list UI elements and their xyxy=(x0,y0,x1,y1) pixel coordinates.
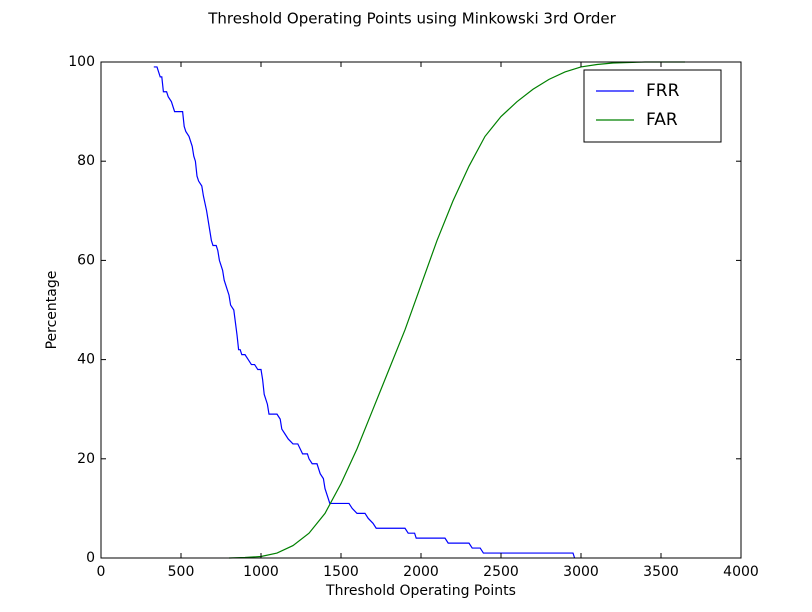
y-axis-label: Percentage xyxy=(44,271,60,350)
x-tick-label: 4000 xyxy=(723,564,759,580)
x-axis-label: Threshold Operating Points xyxy=(325,583,516,599)
x-tick-label: 3500 xyxy=(643,564,679,580)
x-tick-label: 500 xyxy=(168,564,195,580)
y-tick-label: 100 xyxy=(68,54,95,70)
y-tick-label: 80 xyxy=(77,153,95,169)
x-tick-label: 2000 xyxy=(403,564,439,580)
x-tick-label: 2500 xyxy=(483,564,519,580)
x-tick-label: 3000 xyxy=(563,564,599,580)
x-tick-label: 1000 xyxy=(243,564,279,580)
line-series xyxy=(228,61,685,559)
legend-label: FRR xyxy=(646,81,680,101)
y-tick-label: 40 xyxy=(77,352,95,368)
plot-area xyxy=(153,61,685,559)
legend-box xyxy=(583,69,722,143)
chart-title: Threshold Operating Points using Minkows… xyxy=(207,10,616,28)
legend-label: FAR xyxy=(646,110,678,130)
y-tick-label: 20 xyxy=(77,451,95,467)
y-tick-label: 60 xyxy=(77,252,95,268)
x-tick-label: 1500 xyxy=(323,564,359,580)
x-tick-label: 0 xyxy=(97,564,106,580)
y-tick-label: 0 xyxy=(86,550,95,566)
line-series xyxy=(153,66,576,559)
